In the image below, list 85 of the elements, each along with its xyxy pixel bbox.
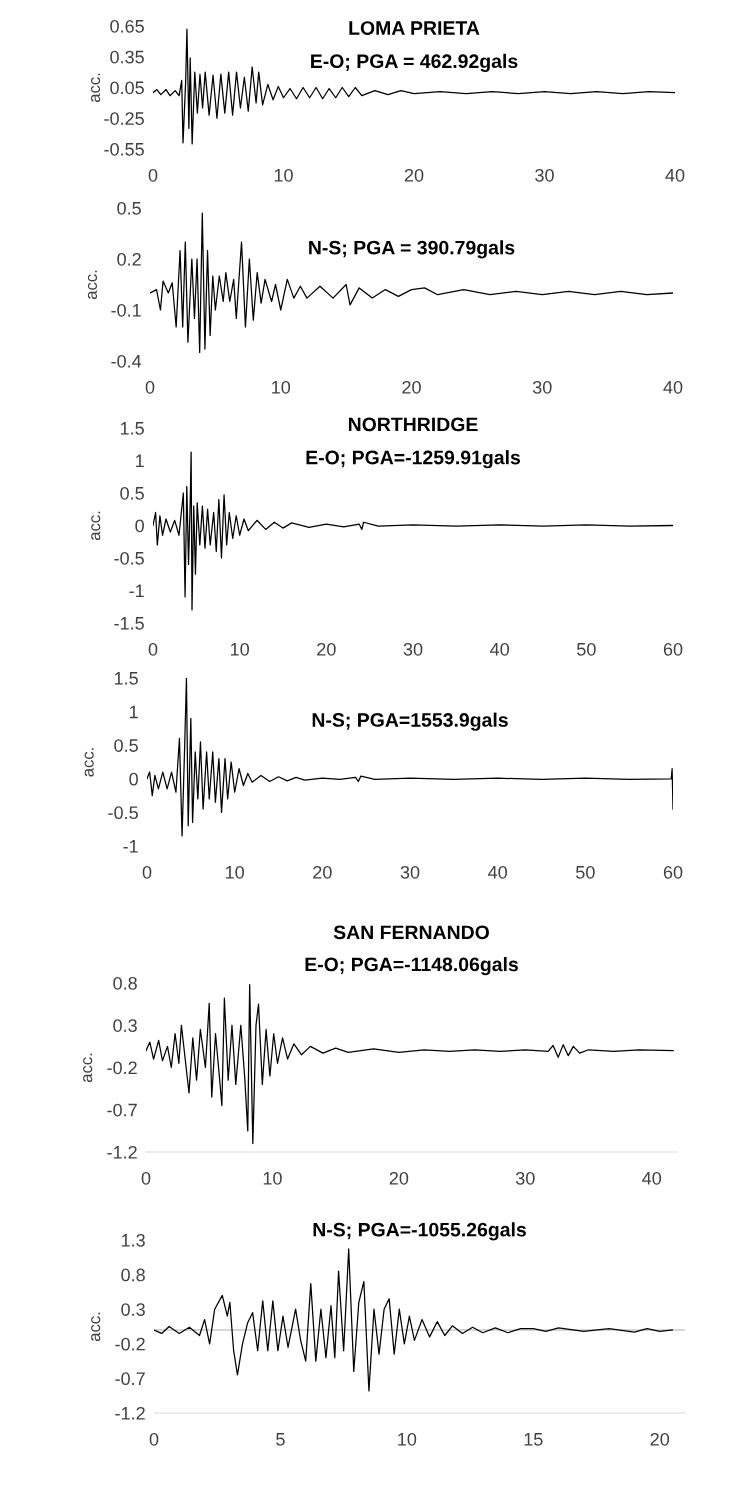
x-tick-label: 30 [400, 865, 420, 879]
y-tick-label: 0.5 [120, 486, 144, 500]
y-tick-label: -1.2 [115, 1406, 145, 1420]
y-tick-label: -1.5 [114, 617, 144, 630]
y-tick-label: -1 [129, 584, 144, 598]
y-tick-label: -0.4 [111, 354, 142, 368]
x-tick-label: 5 [276, 1433, 285, 1446]
x-tick-label: 30 [532, 380, 552, 394]
y-tick-label: -0.25 [104, 112, 144, 125]
x-tick-label: 20 [402, 380, 421, 394]
line-series [146, 984, 674, 1145]
x-tick-label: 40 [665, 168, 685, 182]
text: N-S; PGA=1553.9gals [312, 712, 508, 731]
x-tick-label: 40 [642, 1171, 662, 1185]
y-tick-label: 0.8 [113, 976, 137, 990]
chart-subtitle: E-O; PGA=-1148.06gals [305, 956, 518, 976]
y-axis-title: acc. [90, 73, 101, 103]
y-axis-title: acc. [83, 1053, 93, 1083]
y-tick-label: 0.65 [110, 19, 144, 33]
x-tick-label: 40 [663, 380, 683, 394]
x-tick-label: 10 [272, 380, 291, 394]
x-tick-label: 60 [663, 642, 683, 656]
y-tick-label: 0.8 [121, 1268, 145, 1282]
y-tick-label: 0.3 [121, 1303, 145, 1316]
line-series [147, 678, 673, 837]
y-tick-label: 1 [130, 705, 138, 719]
y-tick-label: 1.3 [121, 1233, 145, 1247]
chart-title: N-S; PGA=-1055.26gals [313, 1222, 526, 1241]
x-tick-label: 40 [490, 642, 509, 656]
x-tick-label: 0 [149, 1432, 159, 1446]
text: E-O; PGA=-1259.91gals [306, 450, 521, 469]
x-tick-label: 20 [313, 865, 332, 879]
y-tick-label: -0.2 [115, 1337, 145, 1351]
y-tick-label: -0.55 [104, 142, 144, 156]
y-tick-label: -1 [123, 840, 138, 853]
x-tick-label: 0 [148, 642, 158, 656]
y-tick-label: 0 [129, 772, 138, 786]
y-tick-label: -0.7 [115, 1372, 145, 1386]
line-series [150, 212, 673, 354]
x-tick-label: 50 [577, 642, 596, 656]
y-tick-label: 0.3 [113, 1019, 137, 1032]
chart-title: SAN FERNANDO [333, 925, 489, 940]
y-axis-title: acc. [84, 748, 94, 777]
x-tick-label: 60 [663, 865, 683, 879]
text: N-S; PGA = 390.79gals [309, 240, 515, 259]
y-tick-label: -0.1 [111, 303, 141, 317]
x-tick-label: 10 [226, 865, 244, 879]
x-tick-label: 20 [389, 1171, 409, 1185]
x-tick-label: 20 [650, 1432, 670, 1446]
y-tick-label: 1.5 [120, 422, 144, 435]
x-tick-label: 15 [524, 1433, 543, 1446]
x-tick-label: 20 [317, 642, 336, 656]
y-axis-title: acc. [87, 270, 98, 300]
x-tick-label: 30 [535, 168, 554, 182]
x-tick-label: 10 [231, 642, 249, 656]
x-tick-label: 30 [515, 1171, 535, 1185]
chart-title: NORTHRIDGE [348, 417, 478, 432]
y-tick-label: 0.2 [117, 252, 141, 266]
x-tick-label: 10 [263, 1171, 282, 1185]
x-tick-label: 20 [404, 168, 424, 182]
x-tick-label: 10 [274, 168, 293, 182]
x-tick-label: 10 [398, 1432, 417, 1446]
x-tick-label: 30 [403, 642, 423, 656]
x-tick-label: 40 [488, 865, 507, 879]
y-tick-label: 0.5 [117, 201, 141, 215]
y-tick-label: 0.5 [114, 739, 138, 752]
line-series [154, 1248, 673, 1392]
y-axis-title: acc. [91, 1312, 101, 1342]
text: E-O; PGA = 462.92gals [311, 53, 518, 73]
y-tick-label: 1 [136, 454, 144, 468]
x-tick-label: 50 [576, 865, 595, 879]
y-tick-label: -1.2 [107, 1145, 137, 1159]
line-series [153, 451, 673, 611]
chart-title: LOMA PRIETA [349, 21, 480, 35]
y-tick-label: 1.5 [114, 672, 138, 685]
y-tick-label: -0.7 [107, 1103, 137, 1117]
x-tick-label: 0 [145, 380, 155, 394]
y-tick-label: -0.5 [114, 551, 144, 565]
y-tick-label: 0.35 [110, 50, 144, 64]
y-tick-label: -0.5 [108, 806, 138, 820]
x-tick-label: 0 [148, 168, 158, 182]
y-axis-title: acc. [91, 511, 101, 541]
y-tick-label: 0.05 [110, 81, 144, 95]
y-tick-label: 0 [135, 519, 144, 533]
y-tick-label: -0.2 [107, 1061, 137, 1075]
